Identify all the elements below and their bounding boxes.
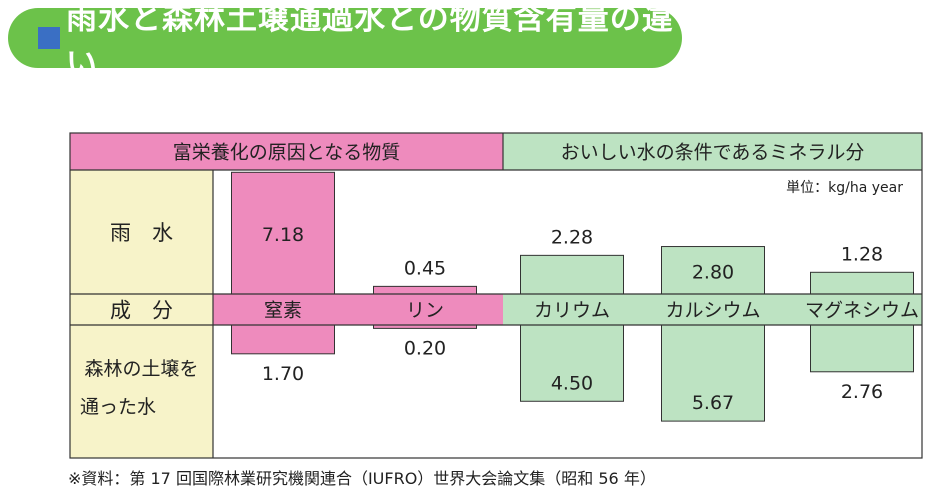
category-label-4: マグネシウム — [805, 300, 919, 322]
value-rain-3: 2.80 — [692, 261, 734, 283]
value-forest-4: 2.76 — [841, 381, 883, 403]
row-label-forest-line2: 通った水 — [80, 396, 156, 418]
row-label-rain: 雨 水 — [110, 221, 173, 245]
value-rain-1: 0.45 — [404, 257, 446, 279]
bar-rain-1 — [373, 285, 477, 295]
category-label-2: カリウム — [534, 300, 610, 322]
unit-label: 単位：kg/ha year — [786, 180, 903, 196]
row-label-forest-line1: 森林の土壌を — [84, 358, 198, 380]
category-label-1: リン — [406, 300, 444, 322]
bar-forest-0 — [231, 324, 335, 355]
chart-title: 雨水と森林土壌通過水との物質含有量の違い — [66, 1, 674, 82]
title-banner: 雨水と森林土壌通過水との物質含有量の違い — [8, 1, 682, 82]
value-forest-3: 5.67 — [692, 392, 734, 414]
component-band-green — [503, 294, 922, 325]
bar-rain-3 — [661, 246, 765, 295]
value-forest-2: 4.50 — [551, 372, 593, 394]
category-label-3: カルシウム — [665, 300, 760, 322]
value-rain-2: 2.28 — [551, 226, 593, 248]
group-label-eutrophication: 富栄養化の原因となる物質 — [173, 142, 400, 164]
component-band-pink — [213, 294, 503, 325]
title-square-icon — [38, 27, 60, 49]
group-header-minerals — [503, 133, 922, 170]
component-label-cell — [70, 294, 213, 325]
value-rain-0: 7.18 — [262, 224, 304, 246]
value-forest-1: 0.20 — [404, 337, 446, 359]
value-rain-4: 1.28 — [841, 243, 883, 265]
row-label-component: 成 分 — [110, 299, 173, 323]
bar-forest-2 — [520, 324, 624, 402]
value-forest-0: 1.70 — [262, 363, 304, 385]
source-footnote: ※資料：第 17 回国際林業研究機関連合（IUFRO）世界大会論文集（昭和 56… — [68, 469, 656, 488]
bar-rain-2 — [520, 254, 624, 295]
group-label-minerals: おいしい水の条件であるミネラル分 — [561, 142, 865, 164]
table-border — [69, 132, 923, 459]
bar-rain-4 — [810, 271, 914, 295]
bar-rain-0 — [231, 171, 335, 295]
group-header-eutrophication — [70, 133, 503, 170]
bar-forest-3 — [661, 324, 765, 422]
bar-forest-4 — [810, 324, 914, 373]
category-label-0: 窒素 — [264, 300, 302, 322]
